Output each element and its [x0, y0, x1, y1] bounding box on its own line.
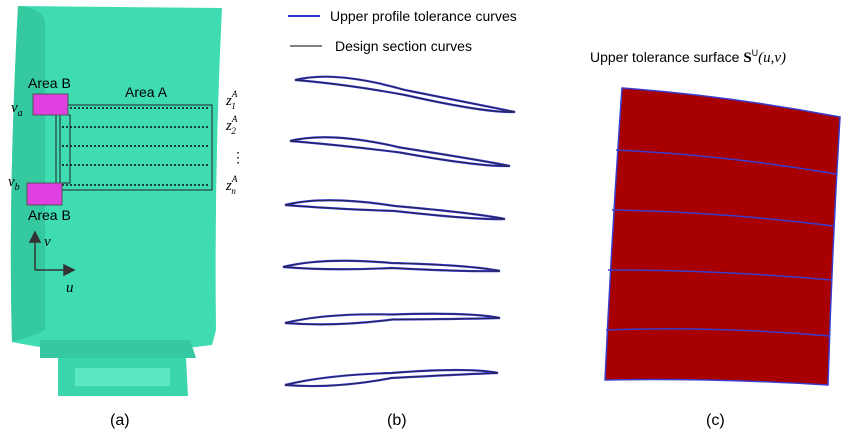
- text-part: v: [8, 174, 15, 190]
- shape: [615, 149, 837, 175]
- design-curve: [284, 313, 501, 325]
- text-part: (u,v): [758, 50, 786, 66]
- caption: (b): [387, 412, 407, 429]
- design-curve: [282, 260, 501, 272]
- text-part: z: [225, 178, 232, 194]
- text-part: Upper tolerance surface: [590, 49, 740, 65]
- dots: ⋮: [231, 149, 245, 165]
- shape: [607, 269, 833, 281]
- tolerance-surface: [604, 87, 841, 386]
- tolerance-curve: [284, 199, 506, 221]
- section-curves: [605, 149, 837, 337]
- text-part: 1: [231, 101, 236, 111]
- shape: [10, 6, 45, 342]
- design-curve: [289, 136, 511, 167]
- area-b-label: Area B: [28, 75, 71, 91]
- area-a-label: Area A: [125, 84, 168, 100]
- caption: (c): [706, 412, 725, 429]
- text-part: A: [231, 174, 238, 184]
- shape: [75, 368, 170, 386]
- text-part: z: [225, 93, 232, 109]
- design-curve: [294, 76, 516, 113]
- text-part: a: [18, 108, 23, 119]
- tolerance-curve: [294, 75, 516, 114]
- text-part: A: [231, 89, 238, 99]
- panel-title: Upper tolerance surface SU(u,v): [590, 48, 786, 66]
- shape: zA 1zA 2zA n: [225, 89, 238, 196]
- text-part: A: [231, 114, 238, 124]
- z-label: zA n: [225, 174, 238, 196]
- axis-u: u: [66, 280, 74, 296]
- v-b-label: vb: [8, 174, 20, 193]
- tolerance-curve: [289, 136, 511, 168]
- shape: [605, 328, 831, 337]
- section-lines: [62, 107, 210, 186]
- tolerance-curve: [282, 259, 501, 273]
- area-a-box: [59, 104, 213, 191]
- shape: [611, 209, 835, 227]
- shape: [63, 263, 76, 277]
- text-part: z: [225, 118, 232, 134]
- legend-label: Upper profile tolerance curves: [330, 8, 517, 24]
- axis-v: v: [44, 234, 51, 250]
- z-label: zA 2: [225, 114, 238, 136]
- text-part: S: [743, 50, 751, 66]
- airfoils: [282, 75, 516, 388]
- caption: (a): [110, 412, 130, 429]
- design-curve: [284, 369, 499, 387]
- text-part: U: [752, 48, 759, 58]
- z-label: zA 1: [225, 89, 238, 111]
- design-curve: [284, 199, 506, 220]
- area-b-label: Area B: [28, 207, 71, 223]
- text-part: n: [231, 186, 236, 196]
- area-b-bottom: [26, 182, 63, 206]
- area-b-top: [32, 93, 69, 116]
- text-part: b: [15, 182, 20, 193]
- text-part: 2: [231, 126, 236, 136]
- legend-label: Design section curves: [335, 38, 472, 54]
- uv-axes: [28, 230, 76, 277]
- text-part: v: [11, 100, 18, 116]
- v-a-label: va: [11, 100, 23, 119]
- shape: [28, 230, 42, 243]
- shape: [40, 340, 196, 358]
